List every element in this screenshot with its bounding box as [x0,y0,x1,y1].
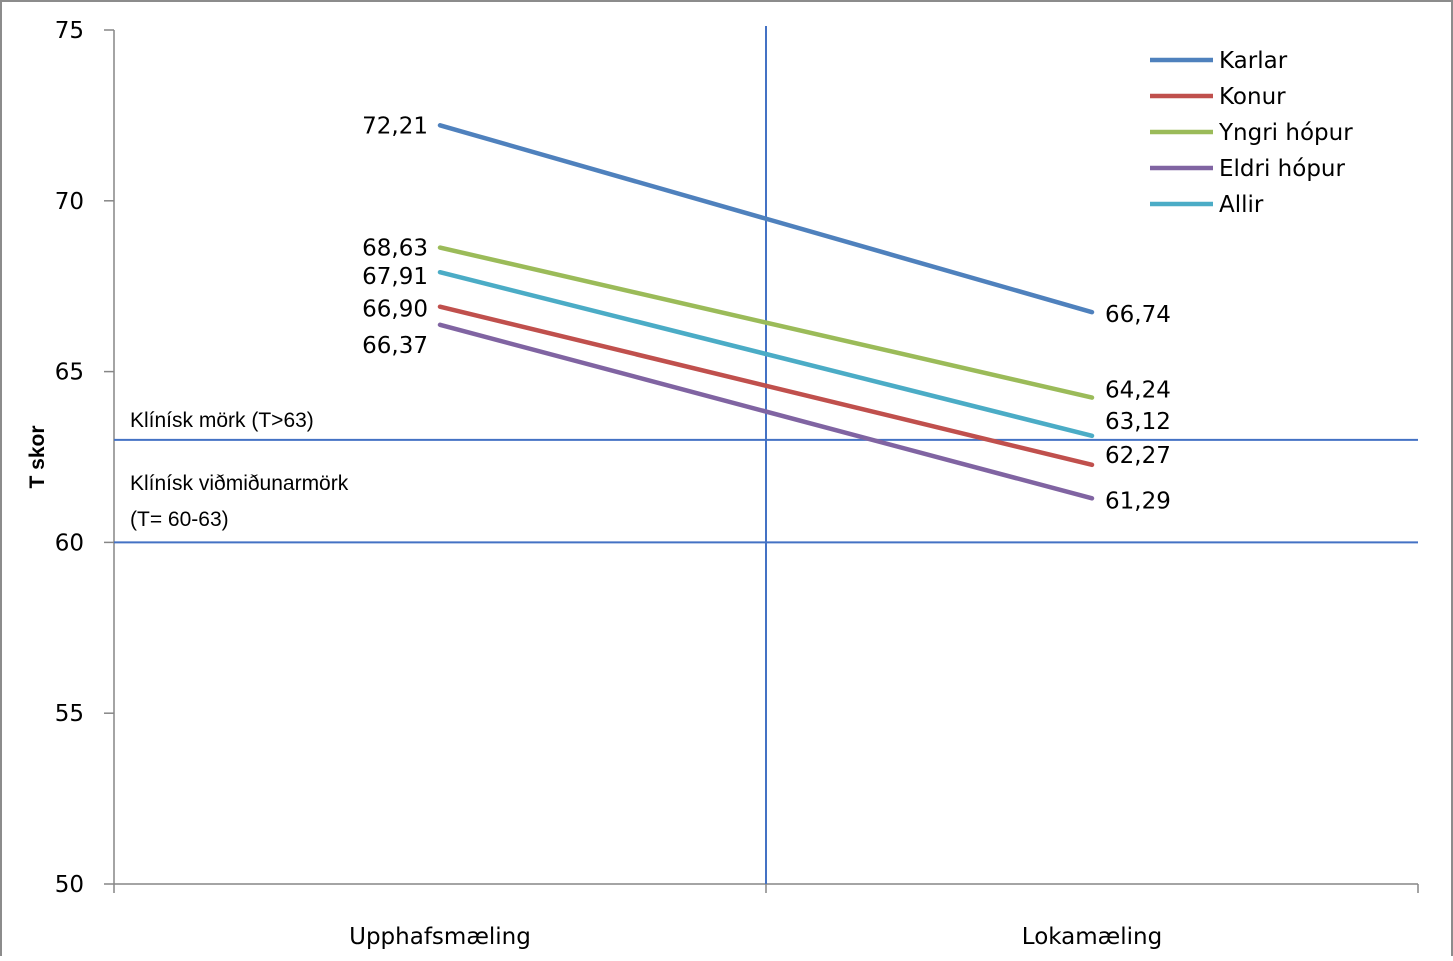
legend-label: Allir [1219,192,1264,218]
series-line-yngri-hópur [437,245,1095,400]
legend-label: Eldri hópur [1219,156,1346,182]
data-label: 66,37 [362,333,428,359]
series-line-karlar [437,123,1095,315]
data-labels: 72,21 66,74 66,90 62,27 68,63 64,24 66,37 61,29… [362,113,1171,514]
reference-line-label: Klínísk mörk (T>63) [130,409,314,432]
legend: Karlar Konur Yngri hópur Eldri hópur Allir [1150,48,1353,218]
legend-label: Karlar [1219,48,1288,74]
y-tick-label: 60 [55,530,84,556]
legend-label: Yngri hópur [1218,120,1353,146]
y-tick-label: 70 [55,189,84,215]
data-label: 64,24 [1105,378,1171,404]
x-tick-label: Lokamæling [1022,924,1162,950]
y-ticks: 50 55 60 65 70 75 [55,18,114,898]
y-tick-label: 75 [55,18,84,44]
x-tick-label: Upphafsmæling [349,924,531,950]
data-label: 66,90 [362,297,428,323]
y-axis-title: T skor [26,425,49,488]
data-label: 68,63 [362,236,428,262]
reference-line-label: (T= 60-63) [130,508,229,531]
series-line-eldri-hópur [437,322,1095,501]
data-label: 62,27 [1105,443,1171,469]
legend-label: Konur [1219,84,1286,110]
reference-line-label: Klínísk viðmiðunarmörk [130,472,349,495]
data-label: 67,91 [362,264,428,290]
series-line-konur [437,304,1095,468]
x-labels: Upphafsmæling Lokamæling [349,924,1162,950]
data-label: 63,12 [1105,409,1171,435]
reference-lines: Klínísk mörk (T>63) Klínísk viðmiðunarmör… [114,409,1418,544]
data-label: 72,21 [362,113,428,139]
series-line-allir [437,269,1095,439]
series-lines [437,123,1095,501]
y-tick-label: 65 [55,360,84,386]
data-label: 66,74 [1105,302,1171,328]
data-label: 61,29 [1105,488,1171,514]
y-tick-label: 50 [55,872,84,898]
y-tick-label: 55 [55,701,84,727]
